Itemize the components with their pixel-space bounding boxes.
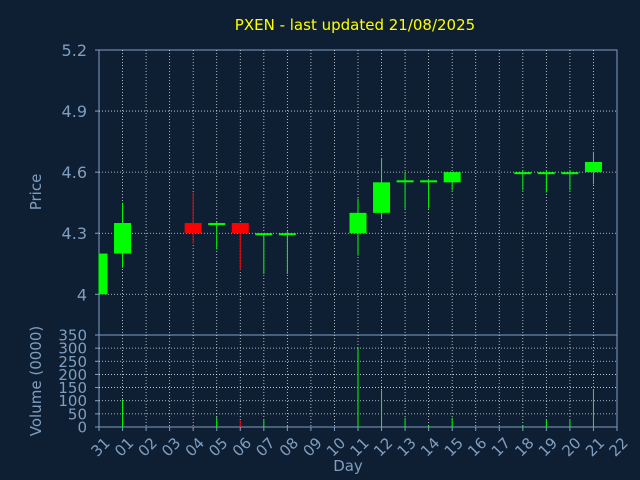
x-tick-label: 04 bbox=[182, 434, 208, 460]
volume-tick-label: 150 bbox=[58, 379, 87, 397]
x-tick-label: 19 bbox=[535, 434, 561, 460]
chart-title: PXEN - last updated 21/08/2025 bbox=[235, 16, 475, 34]
x-tick-label: 13 bbox=[394, 434, 420, 460]
x-tick-label: 05 bbox=[205, 434, 231, 460]
candle-body bbox=[231, 223, 249, 234]
price-axis-label: Price bbox=[27, 174, 45, 211]
volume-tick-label: 200 bbox=[58, 366, 87, 384]
candle-body bbox=[99, 253, 108, 295]
volume-tick-label: 350 bbox=[58, 327, 87, 345]
price-panel: 4 4.3 4.6 4.9 5.2 bbox=[62, 41, 618, 336]
x-tick-label: 18 bbox=[511, 434, 537, 460]
price-tick-label: 4.3 bbox=[62, 224, 87, 243]
volume-tick-label: 250 bbox=[58, 353, 87, 371]
volume-tick-label: 0 bbox=[77, 419, 87, 437]
candle-body bbox=[278, 233, 296, 236]
candle-body bbox=[396, 180, 414, 183]
x-tick-label: 08 bbox=[276, 434, 302, 460]
x-tick-label: 20 bbox=[558, 434, 584, 460]
x-tick-label: 12 bbox=[370, 434, 396, 460]
x-tick-label: 03 bbox=[158, 434, 184, 460]
volume-axis-label: Volume (0000) bbox=[27, 326, 45, 436]
volume-tick-label: 300 bbox=[58, 340, 87, 358]
x-tick-label: 02 bbox=[135, 434, 161, 460]
candle-body bbox=[255, 233, 273, 236]
candle-body bbox=[349, 212, 367, 234]
candle-body bbox=[584, 161, 602, 173]
candle-body bbox=[443, 172, 461, 183]
price-tick-label: 5.2 bbox=[62, 41, 87, 60]
candle-body bbox=[537, 172, 555, 175]
x-axis: 3101020304050607080910111213141516171819… bbox=[88, 427, 632, 460]
x-tick-label: 14 bbox=[417, 434, 443, 460]
x-tick-label: 15 bbox=[441, 434, 467, 460]
volume-tick-label: 100 bbox=[58, 392, 87, 410]
x-tick-label: 06 bbox=[229, 434, 255, 460]
candle-body bbox=[420, 180, 438, 183]
x-tick-label: 21 bbox=[582, 434, 608, 460]
price-tick-label: 4.9 bbox=[62, 102, 87, 121]
x-tick-label: 01 bbox=[111, 434, 137, 460]
x-tick-label: 07 bbox=[252, 434, 278, 460]
candle-body bbox=[208, 223, 226, 226]
volume-tick-label: 50 bbox=[68, 405, 87, 423]
x-tick-label: 17 bbox=[488, 434, 514, 460]
x-tick-label: 09 bbox=[299, 434, 325, 460]
x-tick-label: 16 bbox=[464, 434, 490, 460]
candle-body bbox=[373, 182, 391, 213]
candle-body bbox=[114, 223, 132, 254]
candle-body bbox=[561, 172, 579, 175]
candle-body bbox=[184, 223, 202, 234]
candle-body bbox=[514, 172, 532, 175]
price-tick-label: 4 bbox=[77, 285, 87, 304]
x-tick-label: 31 bbox=[88, 434, 114, 460]
x-axis-label: Day bbox=[333, 457, 363, 475]
price-tick-label: 4.6 bbox=[62, 163, 87, 182]
x-tick-label: 22 bbox=[606, 434, 632, 460]
